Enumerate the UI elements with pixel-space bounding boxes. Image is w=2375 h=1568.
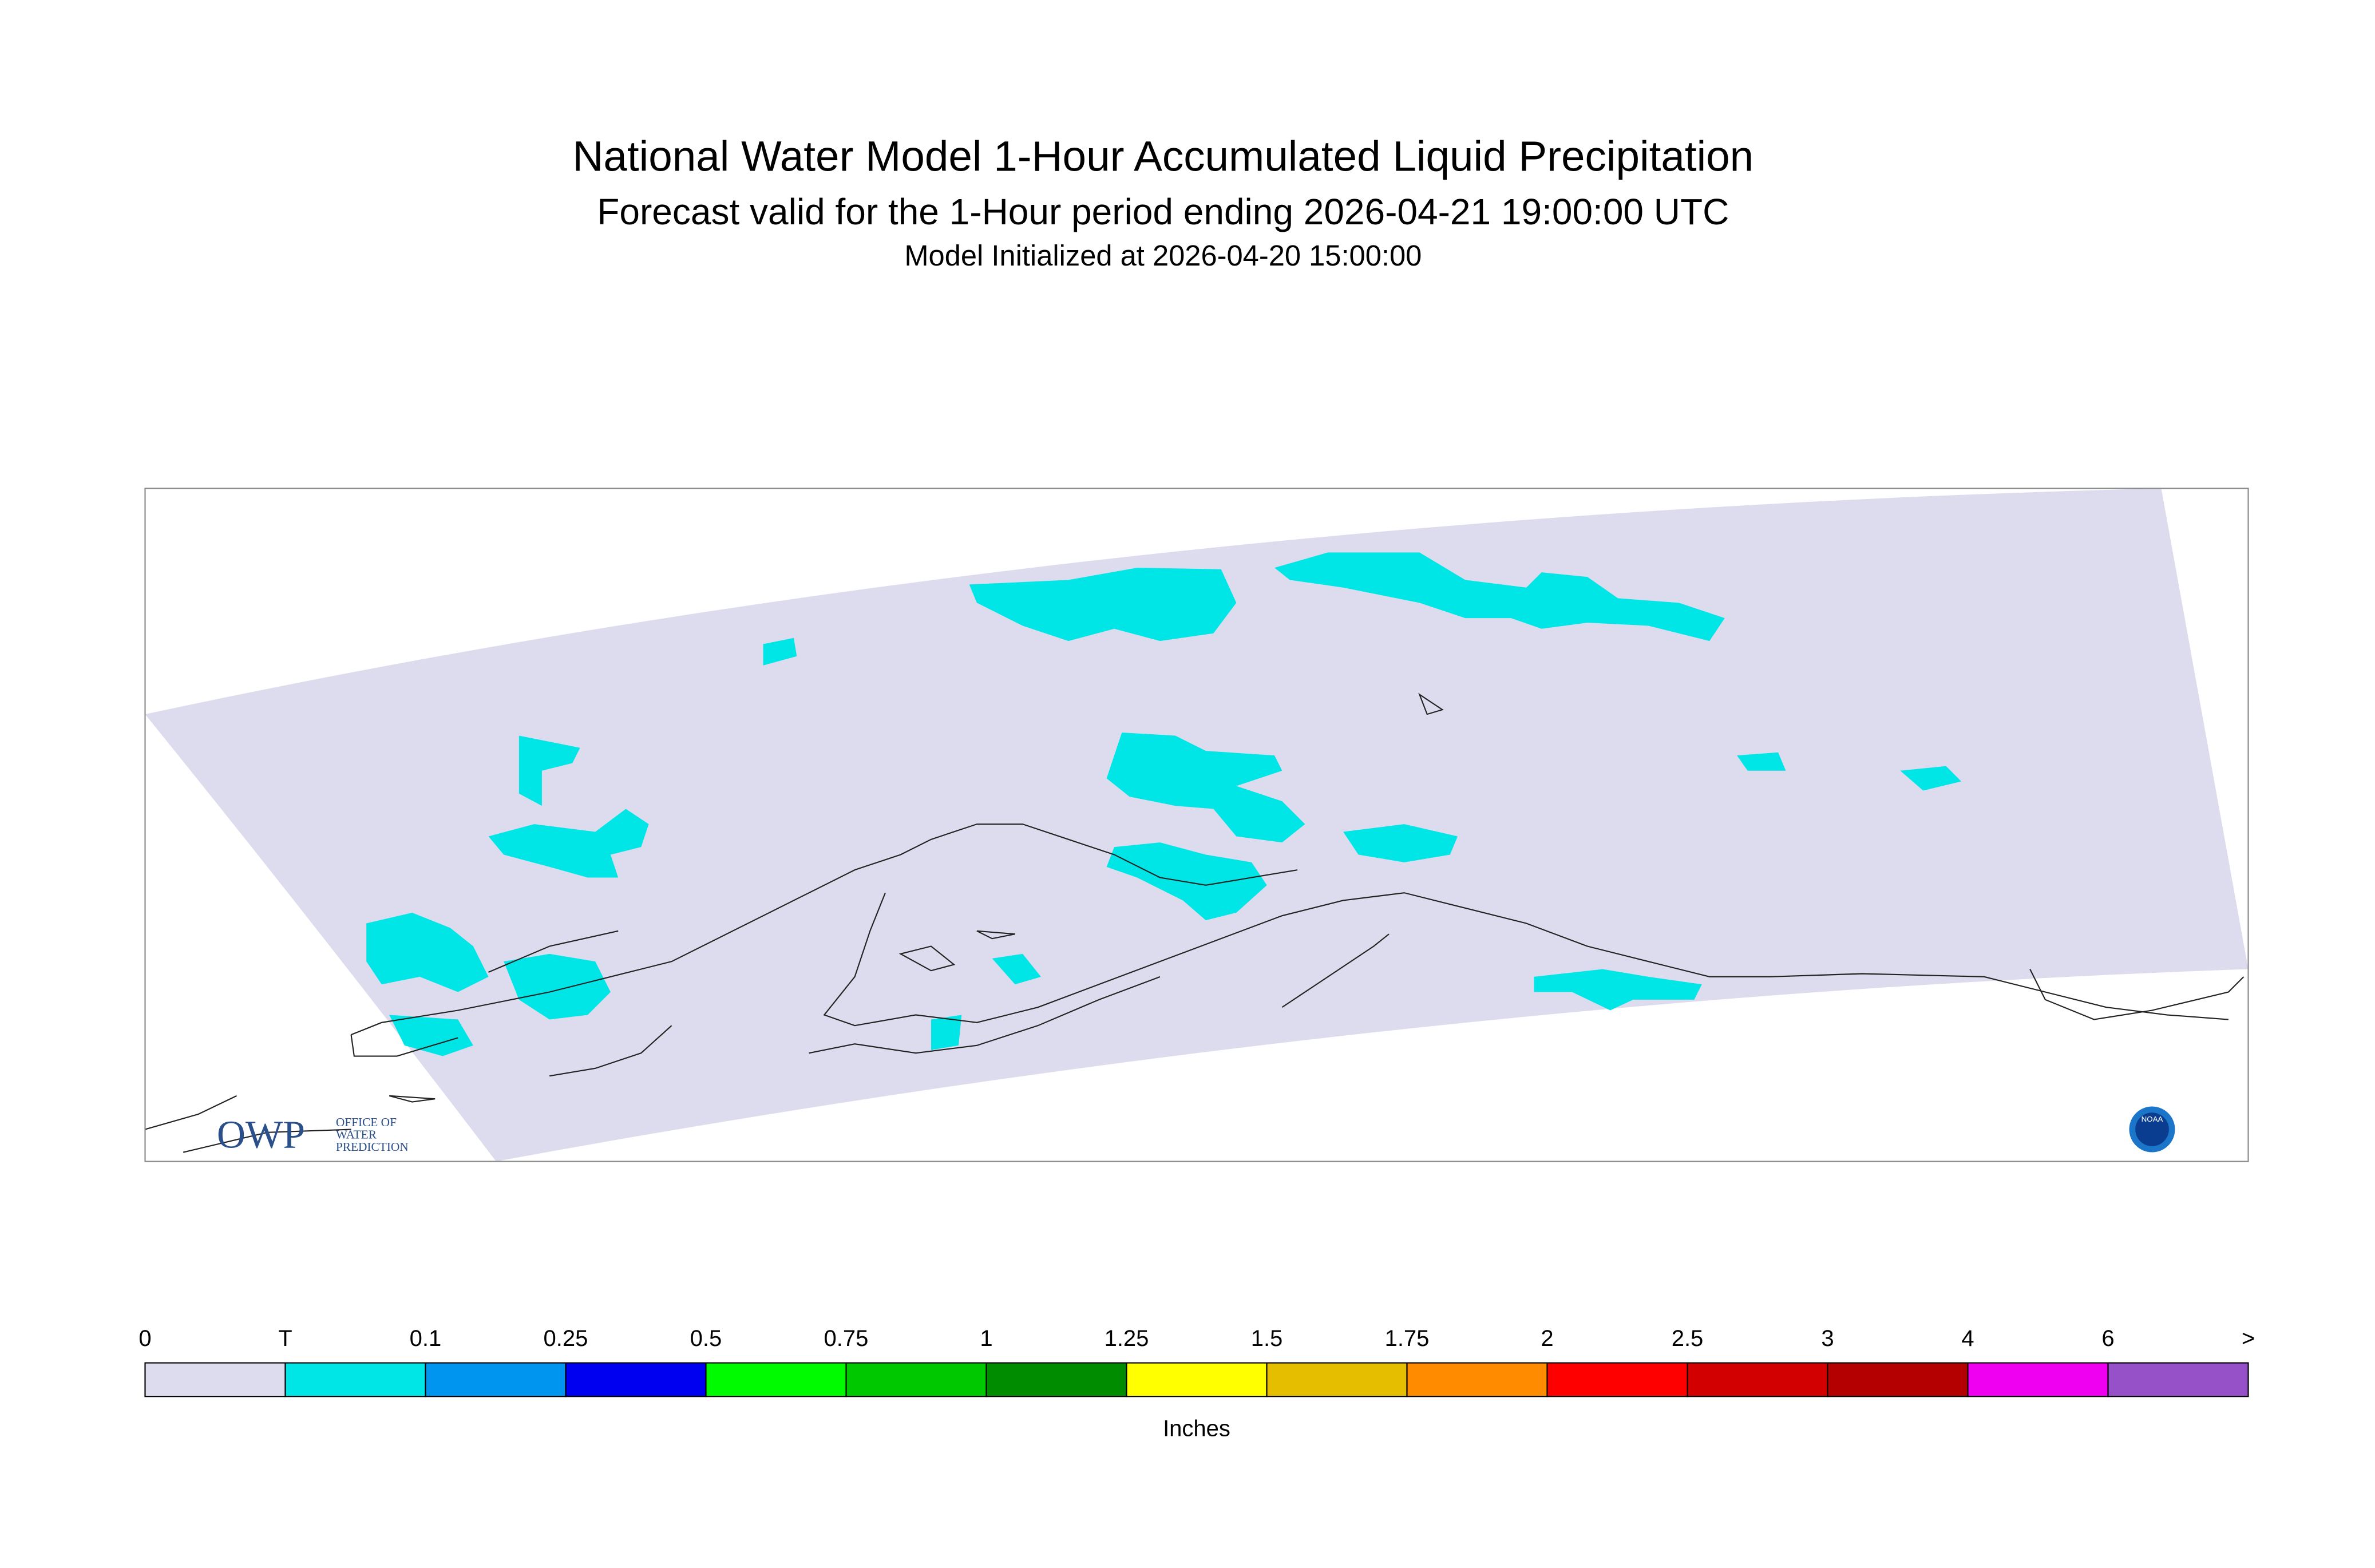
coastline xyxy=(351,823,1298,1036)
coastlines xyxy=(145,692,2245,1153)
legend-label: 4 xyxy=(1961,1326,1974,1351)
legend-label: 0 xyxy=(138,1326,151,1351)
legend-label: 0.1 xyxy=(410,1326,442,1351)
coastline xyxy=(488,930,619,973)
legend-swatch xyxy=(425,1362,567,1397)
map: OWP OFFICE OF WATER PREDICTION NOAA xyxy=(144,488,2249,1162)
legend-swatch xyxy=(284,1362,426,1397)
legend-swatch xyxy=(985,1362,1127,1397)
precip-area xyxy=(1737,752,1786,771)
precip-area xyxy=(1106,842,1267,921)
legend-swatch xyxy=(1827,1362,1969,1397)
legend-swatch xyxy=(565,1362,707,1397)
legend-swatch xyxy=(1406,1362,1548,1397)
precip-areas xyxy=(366,552,1962,1056)
precip-area xyxy=(992,953,1041,985)
precip-area xyxy=(969,568,1237,642)
coastline xyxy=(2029,969,2245,1020)
precip-area xyxy=(504,953,611,1020)
init-time: Model Initialized at 2026-04-20 15:00:00 xyxy=(904,239,1422,272)
model-domain xyxy=(145,488,2249,1162)
owp-line: OFFICE OF xyxy=(336,1115,397,1129)
coastline xyxy=(823,892,2228,1027)
precip-area xyxy=(488,809,649,878)
precip-area xyxy=(1900,766,1962,791)
legend-label: 0.75 xyxy=(824,1326,869,1351)
precip-area xyxy=(763,638,797,666)
legend-swatch xyxy=(1546,1362,1688,1397)
legend-swatch xyxy=(144,1362,286,1397)
noaa-inner xyxy=(2135,1112,2169,1146)
legend-label: T xyxy=(278,1326,292,1351)
owp-mark: OWP xyxy=(217,1112,305,1157)
precip-area xyxy=(1534,969,1702,1011)
legend-swatch xyxy=(1266,1362,1408,1397)
noaa-logo: NOAA xyxy=(2129,1106,2175,1153)
legend-label: 1.5 xyxy=(1251,1326,1283,1351)
legend-label: 3 xyxy=(1821,1326,1834,1351)
coastline xyxy=(145,1095,351,1153)
subtitle: Forecast valid for the 1-Hour period end… xyxy=(597,191,1729,232)
title: National Water Model 1-Hour Accumulated … xyxy=(572,132,1753,180)
owp-line: WATER xyxy=(336,1128,377,1142)
legend-label: 1.25 xyxy=(1105,1326,1149,1351)
precip-area xyxy=(1343,824,1458,862)
legend-label: > xyxy=(2242,1326,2255,1351)
noaa-text: NOAA xyxy=(2142,1115,2163,1123)
owp-line: PREDICTION xyxy=(336,1140,409,1154)
legend-label: 6 xyxy=(2101,1326,2114,1351)
map-frame xyxy=(144,488,2249,1162)
precip-area xyxy=(1274,552,1725,642)
legend-label: 1 xyxy=(980,1326,992,1351)
legend-swatch xyxy=(1967,1362,2109,1397)
legend-swatch xyxy=(1687,1362,1828,1397)
legend-label: 1.75 xyxy=(1385,1326,1430,1351)
legend-swatch xyxy=(705,1362,847,1397)
coastline xyxy=(1281,933,1390,1008)
owp-logo: OWP OFFICE OF WATER PREDICTION xyxy=(217,1112,409,1157)
precip-area xyxy=(931,1015,962,1050)
coastline xyxy=(549,1025,672,1077)
precip-area xyxy=(366,912,489,992)
coastline xyxy=(809,976,1161,1054)
legend-label: 2.5 xyxy=(1672,1326,1704,1351)
coastline xyxy=(389,1095,436,1103)
precip-area xyxy=(1106,732,1305,843)
precip-area xyxy=(518,735,580,806)
legend-swatch xyxy=(845,1362,987,1397)
legend-label: 0.5 xyxy=(690,1326,722,1351)
coastline xyxy=(350,1035,458,1057)
legend-swatch xyxy=(2107,1362,2249,1397)
coastline xyxy=(898,692,1444,972)
legend-label: 2 xyxy=(1541,1326,1553,1351)
legend-swatch xyxy=(1126,1362,1268,1397)
legend-label: 0.25 xyxy=(544,1326,588,1351)
color-legend: Inches 0 T 0.1 0.25 0.5 0.75 1 1.25 1.5 1.75 2 2.5 3… xyxy=(138,1326,2255,1441)
precip-area xyxy=(389,1015,473,1056)
legend-unit: Inches xyxy=(1163,1416,1230,1442)
